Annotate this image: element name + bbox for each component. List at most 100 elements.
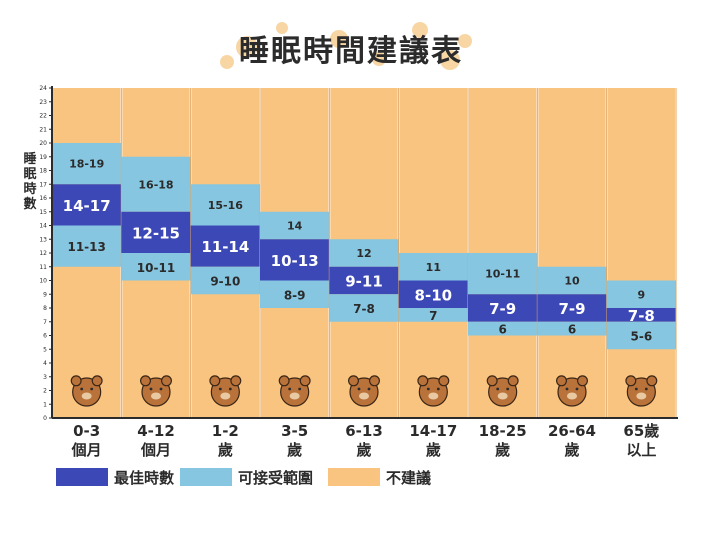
acceptable-lower-bar bbox=[537, 321, 607, 336]
optimal-bar bbox=[468, 294, 538, 322]
bear-ear-icon bbox=[348, 375, 360, 387]
bear-ear-icon bbox=[230, 375, 242, 387]
acceptable-upper-label: 15-16 bbox=[208, 199, 244, 212]
bear-eye-icon bbox=[288, 387, 292, 391]
x-tick-label: 14-17 bbox=[409, 422, 457, 440]
legend-swatch bbox=[328, 468, 380, 486]
optimal-bar bbox=[329, 266, 399, 295]
y-axis-label-char: 眠 bbox=[23, 167, 37, 182]
acceptable-upper-label: 11 bbox=[426, 261, 441, 274]
bear-eye-icon bbox=[506, 387, 510, 391]
acceptable-lower-label: 7-8 bbox=[353, 302, 375, 316]
acceptable-lower-label: 7 bbox=[429, 309, 437, 323]
y-tick-label: 7 bbox=[43, 319, 47, 326]
x-tick-label: 歲 bbox=[426, 441, 441, 459]
bear-eye-icon bbox=[149, 387, 153, 391]
bear-ear-icon bbox=[140, 375, 152, 387]
x-tick-label: 26-64 bbox=[548, 422, 596, 440]
y-tick-label: 15 bbox=[39, 209, 47, 216]
x-tick-label: 18-25 bbox=[479, 422, 527, 440]
y-tick-label: 5 bbox=[43, 346, 47, 353]
legend-label: 可接受範圍 bbox=[238, 468, 314, 487]
decor-dot bbox=[330, 30, 348, 48]
legend-item-not-recommended: 不建議 bbox=[328, 466, 431, 488]
legend-label: 不建議 bbox=[386, 468, 432, 487]
acceptable-lower-label: 6 bbox=[498, 323, 506, 337]
bear-muzzle-icon bbox=[636, 392, 647, 400]
x-tick-label: 個月 bbox=[71, 441, 102, 459]
y-tick-label: 22 bbox=[39, 113, 47, 120]
y-tick-label: 21 bbox=[39, 126, 47, 133]
x-tick-label: 0-3 bbox=[73, 422, 100, 440]
acceptable-upper-label: 10 bbox=[564, 275, 580, 288]
bear-muzzle-icon bbox=[567, 392, 577, 400]
bear-ear-icon bbox=[209, 375, 221, 387]
y-axis-label-char: 數 bbox=[23, 197, 37, 212]
bear-muzzle-icon bbox=[289, 392, 300, 400]
acceptable-upper-bar bbox=[52, 143, 122, 185]
optimal-bar bbox=[260, 239, 330, 281]
optimal-bar bbox=[398, 280, 468, 308]
optimal-label: 12-15 bbox=[132, 224, 180, 242]
bear-eye-icon bbox=[367, 387, 371, 391]
y-tick-label: 2 bbox=[43, 388, 47, 395]
acceptable-lower-bar bbox=[52, 225, 122, 267]
bear-eye-icon bbox=[565, 387, 569, 391]
optimal-bar bbox=[537, 294, 607, 322]
acceptable-upper-bar bbox=[606, 280, 676, 308]
y-tick-label: 24 bbox=[39, 85, 47, 92]
not-recommended-column bbox=[538, 88, 606, 418]
decor-dot bbox=[372, 52, 386, 66]
optimal-label: 7-8 bbox=[628, 307, 655, 325]
y-tick-label: 13 bbox=[39, 236, 47, 243]
acceptable-lower-bar bbox=[468, 321, 538, 336]
y-tick-label: 6 bbox=[43, 333, 47, 340]
bear-eye-icon bbox=[644, 387, 648, 391]
x-tick-label: 歲 bbox=[287, 441, 302, 459]
bear-ear-icon bbox=[161, 375, 173, 387]
bear-eye-icon bbox=[357, 387, 361, 391]
legend-item-acceptable: 可接受範圍 bbox=[180, 466, 313, 488]
not-recommended-column bbox=[607, 88, 675, 418]
y-tick-label: 10 bbox=[39, 278, 47, 285]
y-tick-label: 19 bbox=[39, 154, 47, 161]
y-tick-label: 12 bbox=[39, 250, 47, 257]
acceptable-upper-label: 10-11 bbox=[485, 268, 520, 281]
acceptable-lower-bar bbox=[398, 308, 468, 322]
y-tick-label: 17 bbox=[39, 181, 47, 188]
y-tick-label: 20 bbox=[39, 140, 47, 147]
acceptable-upper-bar bbox=[121, 156, 191, 212]
bear-eye-icon bbox=[298, 387, 302, 391]
legend-swatch bbox=[180, 468, 232, 486]
optimal-label: 8-10 bbox=[415, 286, 453, 304]
bear-ear-icon bbox=[278, 375, 290, 387]
x-tick-label: 以上 bbox=[626, 441, 656, 459]
chart-title: 睡眠時間建議表 bbox=[239, 34, 463, 69]
acceptable-upper-label: 14 bbox=[287, 220, 303, 233]
bear-muzzle-icon bbox=[81, 392, 92, 400]
bear-muzzle-icon bbox=[497, 392, 508, 400]
x-tick-label: 歲 bbox=[218, 441, 233, 459]
acceptable-lower-label: 11-13 bbox=[67, 240, 105, 254]
acceptable-upper-bar bbox=[260, 211, 330, 240]
x-tick-label: 歲 bbox=[495, 441, 510, 459]
acceptable-upper-bar bbox=[537, 266, 607, 295]
bear-ear-icon bbox=[646, 375, 658, 387]
legend-swatch bbox=[56, 468, 108, 486]
decor-dot bbox=[440, 50, 460, 70]
x-tick-label: 個月 bbox=[140, 441, 171, 459]
bear-ear-icon bbox=[438, 375, 450, 387]
acceptable-lower-label: 5-6 bbox=[630, 330, 652, 344]
y-axis-label: 睡眠時數 bbox=[22, 152, 38, 212]
bear-ear-icon bbox=[91, 375, 103, 387]
bear-eye-icon bbox=[228, 387, 232, 391]
x-tick-label: 1-2 bbox=[212, 422, 239, 440]
acceptable-upper-label: 9 bbox=[638, 288, 646, 301]
acceptable-upper-bar bbox=[468, 253, 538, 295]
acceptable-upper-label: 18-19 bbox=[69, 158, 104, 171]
optimal-bar bbox=[121, 211, 191, 253]
acceptable-lower-label: 9-10 bbox=[210, 275, 240, 289]
optimal-label: 9-11 bbox=[345, 273, 383, 291]
bear-muzzle-icon bbox=[151, 392, 161, 400]
optimal-label: 11-14 bbox=[201, 238, 249, 256]
